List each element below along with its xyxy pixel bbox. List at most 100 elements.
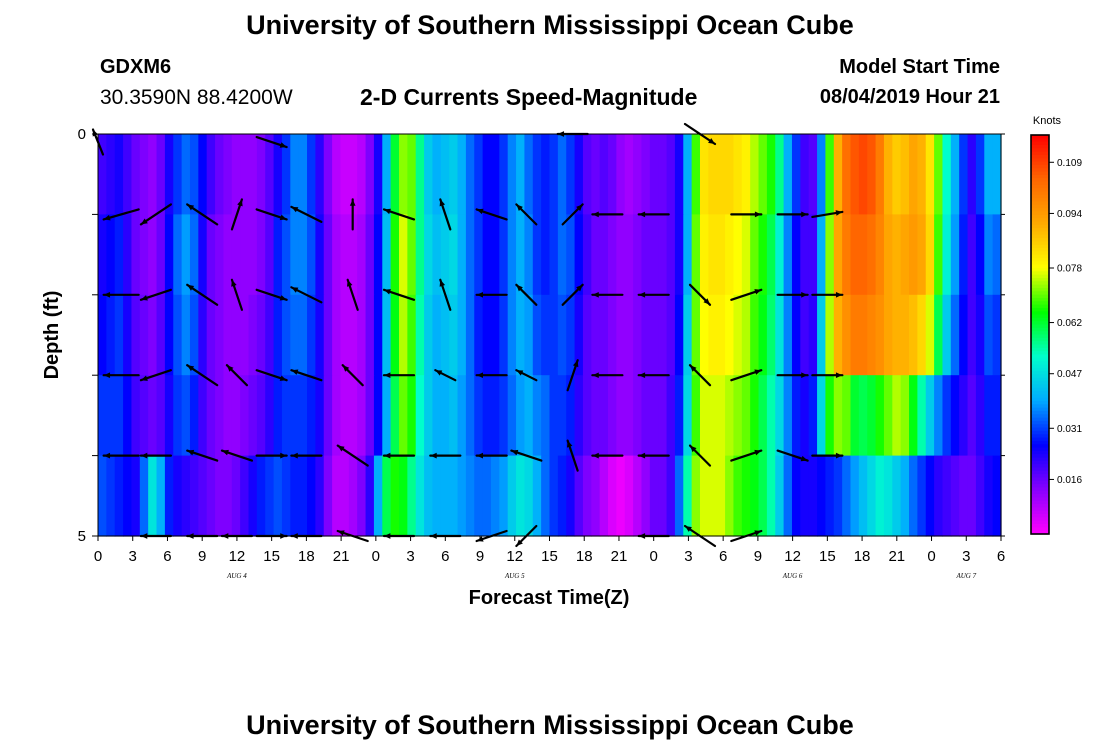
heatmap-cell xyxy=(674,294,684,376)
current-vector xyxy=(688,364,712,387)
heatmap-cell xyxy=(641,375,651,457)
heatmap-cell xyxy=(850,375,860,457)
colorbar-swatch xyxy=(1031,307,1049,312)
colorbar-swatch xyxy=(1031,214,1049,219)
heatmap-cell xyxy=(992,294,1002,376)
heatmap-cell xyxy=(649,375,659,457)
heatmap-cell xyxy=(524,375,534,457)
heatmap-cell xyxy=(290,375,300,457)
heatmap-cell xyxy=(281,455,291,537)
x-tick-label: 3 xyxy=(129,548,137,565)
heatmap-cell xyxy=(608,214,617,296)
colorbar-swatch xyxy=(1031,331,1049,336)
heatmap-cell xyxy=(900,214,910,296)
heatmap-cell xyxy=(465,294,475,376)
heatmap-cell xyxy=(867,375,877,457)
heatmap-cell xyxy=(139,214,149,296)
heatmap-cell xyxy=(808,214,818,296)
current-vector xyxy=(139,288,172,301)
colorbar-swatch xyxy=(1031,341,1049,346)
colorbar-swatch xyxy=(1031,520,1049,525)
heatmap-cell xyxy=(507,134,517,215)
heatmap-cell xyxy=(683,455,693,537)
colorbar-swatch xyxy=(1031,434,1049,439)
heatmap-cell xyxy=(215,214,225,296)
heatmap-cell xyxy=(474,375,484,457)
x-tick-label: 18 xyxy=(298,548,315,565)
heatmap-cell xyxy=(390,134,400,215)
colorbar-swatch xyxy=(1031,381,1049,385)
heatmap-cell xyxy=(440,455,450,537)
heatmap-cell xyxy=(541,214,551,296)
heatmap-cell xyxy=(842,134,852,215)
x-tick-label: 6 xyxy=(997,548,1005,565)
heatmap-cell xyxy=(231,455,241,537)
heatmap-cell xyxy=(248,375,258,457)
heatmap-cell xyxy=(574,455,584,537)
colorbar-swatch xyxy=(1031,221,1049,226)
heatmap-cell xyxy=(281,294,291,376)
heatmap-cell xyxy=(967,134,977,215)
heatmap-cell xyxy=(106,455,116,537)
current-vector xyxy=(336,444,369,467)
heatmap-cell xyxy=(231,375,241,457)
heatmap-cell xyxy=(942,294,952,376)
colorbar-swatch xyxy=(1031,514,1049,518)
colorbar-swatch xyxy=(1031,517,1049,522)
heatmap-cell xyxy=(407,134,417,215)
heatmap-cell xyxy=(574,214,584,296)
heatmap-cell xyxy=(541,375,551,457)
heatmap-cell xyxy=(248,134,258,215)
heatmap-cell xyxy=(181,214,191,296)
heatmap-cell xyxy=(156,214,166,296)
colorbar-swatch xyxy=(1031,430,1049,435)
heatmap-cell xyxy=(415,455,425,537)
heatmap-cell xyxy=(490,134,500,215)
heatmap-cell xyxy=(733,294,743,376)
model-start-label: Model Start Time xyxy=(839,56,1000,78)
x-tick-label: 9 xyxy=(754,548,762,565)
heatmap-cell xyxy=(315,455,325,537)
heatmap-cell xyxy=(256,375,266,457)
heatmap-cell xyxy=(582,134,592,215)
heatmap-cell xyxy=(440,294,450,376)
heatmap-cell xyxy=(189,294,199,376)
heatmap-cell xyxy=(465,214,475,296)
heatmap-cell xyxy=(783,294,793,376)
colorbar-swatch xyxy=(1031,484,1049,489)
heatmap-cell xyxy=(332,294,342,376)
heatmap-cell xyxy=(340,455,350,537)
heatmap-cell xyxy=(340,134,350,215)
current-vector xyxy=(230,198,244,231)
model-start-value: 08/04/2019 Hour 21 xyxy=(819,86,1000,108)
heatmap-cell xyxy=(984,294,994,376)
colorbar-swatch xyxy=(1031,241,1049,246)
heatmap-cell xyxy=(666,375,676,457)
heatmap-cell xyxy=(541,455,551,537)
heatmap-cell xyxy=(123,455,133,537)
colorbar-swatch xyxy=(1031,361,1049,366)
heatmap-cell xyxy=(223,375,233,457)
heatmap-cell xyxy=(967,294,977,376)
heatmap-cell xyxy=(700,455,709,537)
colorbar-swatch xyxy=(1031,420,1049,425)
heatmap-cell xyxy=(624,375,634,457)
heatmap-cell xyxy=(942,375,952,457)
heatmap-cell xyxy=(975,214,985,296)
heatmap-cell xyxy=(457,375,467,457)
colorbar-swatch xyxy=(1031,374,1049,379)
heatmap-cell xyxy=(633,375,643,457)
heatmap-cell xyxy=(649,134,659,215)
heatmap-cell xyxy=(549,294,559,376)
heatmap-cell xyxy=(825,294,835,376)
colorbar-swatch xyxy=(1031,450,1049,455)
current-vector xyxy=(341,364,364,387)
heatmap-cell xyxy=(323,294,333,376)
heatmap-cell xyxy=(725,455,735,537)
axes: 0 3 6 9 12 15 18 21 0 3 6 9 12 15 18 21 0 3 6 9 12 15 18 21 0 3 6 A… xyxy=(78,126,1006,580)
heatmap-cell xyxy=(240,375,250,457)
heatmap-cell xyxy=(808,134,818,215)
current-vector xyxy=(776,211,809,218)
current-vector xyxy=(811,210,844,218)
heatmap-cell xyxy=(440,134,450,215)
